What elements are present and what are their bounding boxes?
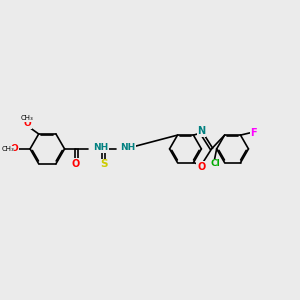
Text: S: S bbox=[100, 159, 107, 170]
Text: O: O bbox=[10, 144, 18, 153]
Text: O: O bbox=[197, 162, 206, 172]
Text: NH: NH bbox=[120, 143, 136, 152]
Text: F: F bbox=[250, 128, 257, 138]
Text: CH₃: CH₃ bbox=[21, 116, 34, 122]
Text: CH₃: CH₃ bbox=[1, 146, 14, 152]
Text: Cl: Cl bbox=[211, 159, 220, 168]
Text: O: O bbox=[23, 119, 31, 128]
Text: NH: NH bbox=[93, 143, 108, 152]
Text: N: N bbox=[197, 126, 206, 136]
Text: O: O bbox=[72, 159, 80, 169]
